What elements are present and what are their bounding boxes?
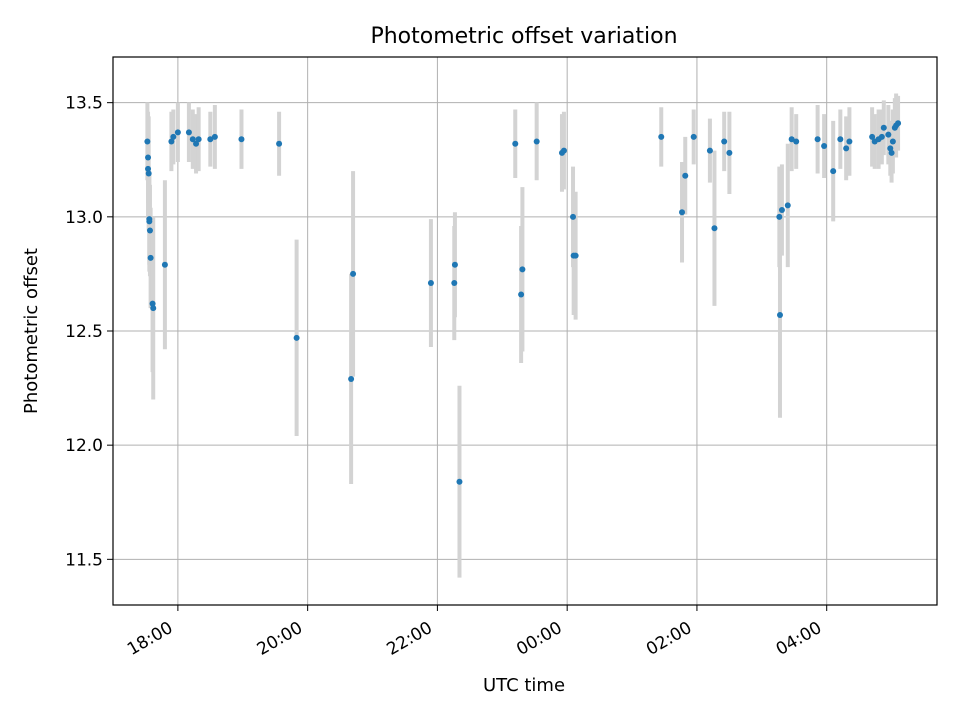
data-point [518,291,525,298]
data-point [895,120,902,127]
data-point [889,138,896,145]
data-point [793,138,800,145]
data-point [211,133,218,140]
data-point [512,140,519,147]
data-point [721,138,728,145]
y-tick-label: 13.0 [65,208,103,228]
data-point [150,305,157,312]
data-point [726,149,733,156]
data-point [161,261,168,268]
data-point [679,209,686,216]
data-point [146,227,153,234]
data-point [885,131,892,138]
y-tick-label: 12.0 [65,436,103,456]
data-point [456,478,463,485]
data-point [880,124,887,131]
data-point [293,334,300,341]
data-point [711,225,718,232]
data-point [146,218,153,225]
data-point [837,136,844,143]
data-point [572,252,579,259]
y-axis-ticks: 11.5 12.0 12.5 13.0 13.5 [65,94,113,570]
data-point [174,129,181,136]
y-axis-label: Photometric offset [21,248,42,414]
data-point [451,280,458,287]
data-point [814,136,821,143]
data-point [869,133,876,140]
data-point [843,145,850,152]
chart-title: Photometric offset variation [370,24,677,49]
data-point [350,270,357,277]
data-point [682,172,689,179]
data-point [170,133,177,140]
data-point [519,266,526,273]
data-point [776,213,783,220]
data-point [145,165,152,172]
data-point [149,300,156,307]
data-point [846,138,853,145]
data-point [451,261,458,268]
y-tick-label: 12.5 [65,322,103,342]
data-point [821,143,828,150]
data-point [193,140,200,147]
x-axis-label: UTC time [483,675,565,696]
data-point [570,213,577,220]
y-tick-label: 11.5 [65,550,103,570]
data-point [533,138,540,145]
y-tick-label: 13.5 [65,94,103,114]
data-point [560,147,567,154]
data-point [185,129,192,136]
data-point [706,147,713,154]
data-point [195,136,202,143]
data-point [168,138,175,145]
data-points [144,120,902,485]
data-point [144,138,151,145]
data-point [207,136,214,143]
data-point [145,170,152,177]
data-point [147,254,154,261]
data-point [888,149,895,156]
data-point [788,136,795,143]
data-point [145,154,152,161]
data-point [348,375,355,382]
data-point [878,133,885,140]
data-point [690,133,697,140]
data-point [778,206,785,213]
data-point [238,136,245,143]
data-point [658,133,665,140]
data-point [784,202,791,209]
data-point [427,280,434,287]
data-point [276,140,283,147]
data-point [189,136,196,143]
data-point [776,312,783,319]
grid-lines [113,57,937,605]
data-point [830,168,837,175]
data-point [887,145,894,152]
